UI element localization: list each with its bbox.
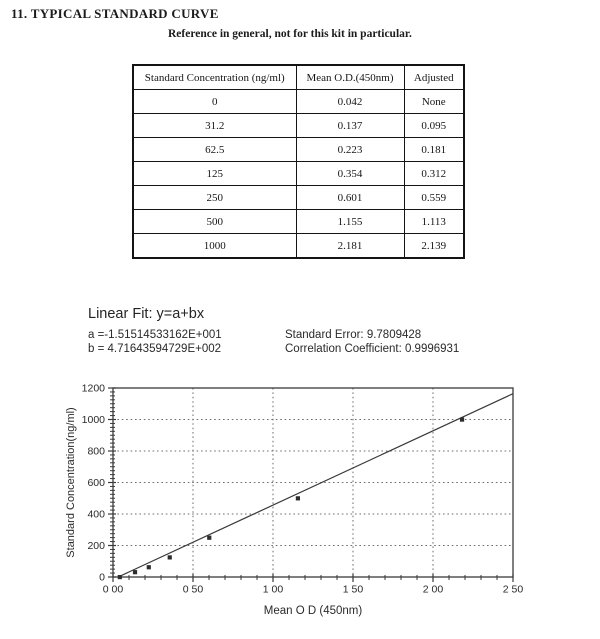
data-point — [132, 570, 138, 575]
table-cell: 0.601 — [295, 185, 405, 210]
table-cell: 0.181 — [403, 137, 465, 162]
x-tick-label: 1 00 — [263, 584, 284, 596]
linear-fit-title: Linear Fit: y=a+bx — [88, 306, 205, 322]
data-point — [295, 496, 300, 501]
fit-coefficient-b: b = 4.71643594729E+002 — [88, 343, 222, 355]
table-row: 250 0.601 0.559 — [132, 185, 465, 210]
table-column-header: Adjusted — [403, 64, 465, 90]
table-cell: 0.312 — [403, 161, 465, 186]
linear-fit-stats: a =-1.51514533162E+001 Standard Error: 9… — [88, 329, 459, 355]
table-cell: 62.5 — [132, 137, 297, 162]
table-row: 500 1.155 1.113 — [132, 209, 465, 234]
table-column-header: Mean O.D.(450nm) — [295, 64, 405, 90]
table-cell: 1000 — [132, 233, 297, 259]
table-cell: 125 — [132, 161, 297, 186]
table-cell: 0.042 — [295, 89, 405, 114]
standard-curve-table: Standard Concentration (ng/ml) Mean O.D.(… — [132, 64, 465, 259]
table-row: 1000 2.181 2.139 — [132, 233, 465, 259]
table-cell: 1.113 — [403, 209, 465, 234]
table-cell: 250 — [132, 185, 297, 210]
y-tick-label: 800 — [87, 446, 105, 458]
table-cell: 2.181 — [295, 233, 405, 259]
table-cell: 0.559 — [403, 185, 465, 210]
section-title: 11. TYPICAL STANDARD CURVE — [11, 6, 219, 21]
table-row: 31.2 0.137 0.095 — [132, 113, 465, 138]
table-cell: 0.354 — [295, 161, 405, 186]
table-cell: 31.2 — [132, 113, 297, 138]
fit-standard-error: Standard Error: 9.7809428 — [285, 329, 422, 341]
table-cell: 1.155 — [295, 209, 405, 234]
table-column-header: Standard Concentration (ng/ml) — [132, 64, 297, 90]
y-tick-label: 400 — [87, 509, 105, 521]
table-cell: 0 — [132, 89, 297, 114]
linear-fit-block: Linear Fit: y=a+bx a =-1.51514533162E+00… — [88, 306, 459, 355]
y-axis-label: Standard Concentration(ng/ml) — [65, 407, 77, 557]
table-header-row: Standard Concentration (ng/ml) Mean O.D.(… — [132, 64, 465, 90]
x-tick-label: 2 50 — [503, 584, 524, 596]
y-tick-label: 600 — [87, 477, 105, 489]
table-cell: 0.137 — [295, 113, 405, 138]
x-tick-label: 2 00 — [423, 584, 444, 596]
table-row: 125 0.354 0.312 — [132, 161, 465, 186]
standard-curve-chart: 0 00 0 50 1 00 1 50 2 00 2 500200400600800100… — [65, 383, 524, 618]
x-axis-label: Mean O D (450nm) — [264, 605, 363, 617]
table-row: 0 0.042 None — [132, 89, 465, 114]
data-point — [167, 555, 172, 560]
data-point — [459, 417, 465, 422]
plot-border — [112, 387, 514, 578]
y-tick-label: 1000 — [82, 414, 106, 426]
x-tick-label: 0 50 — [183, 584, 204, 596]
table-cell: 0.095 — [403, 113, 465, 138]
table-cell: 500 — [132, 209, 297, 234]
table-row: 62.5 0.223 0.181 — [132, 137, 465, 162]
x-tick-label: 1 50 — [343, 584, 364, 596]
fit-coefficient-a: a =-1.51514533162E+001 — [88, 329, 222, 341]
table-cell: 0.223 — [295, 137, 405, 162]
y-tick-label: 200 — [87, 540, 105, 552]
data-point — [146, 565, 151, 570]
table-cell: 2.139 — [403, 233, 465, 259]
data-point — [117, 575, 122, 580]
reference-note: Reference in general, not for this kit i… — [168, 28, 412, 40]
y-tick-label: 0 — [99, 572, 105, 584]
fit-correlation-coefficient: Correlation Coefficient: 0.9996931 — [285, 343, 460, 355]
fit-line — [117, 393, 514, 578]
y-tick-label: 1200 — [82, 383, 106, 395]
data-point — [207, 535, 212, 540]
x-tick-label: 0 00 — [103, 584, 124, 596]
table-cell: None — [403, 89, 465, 114]
